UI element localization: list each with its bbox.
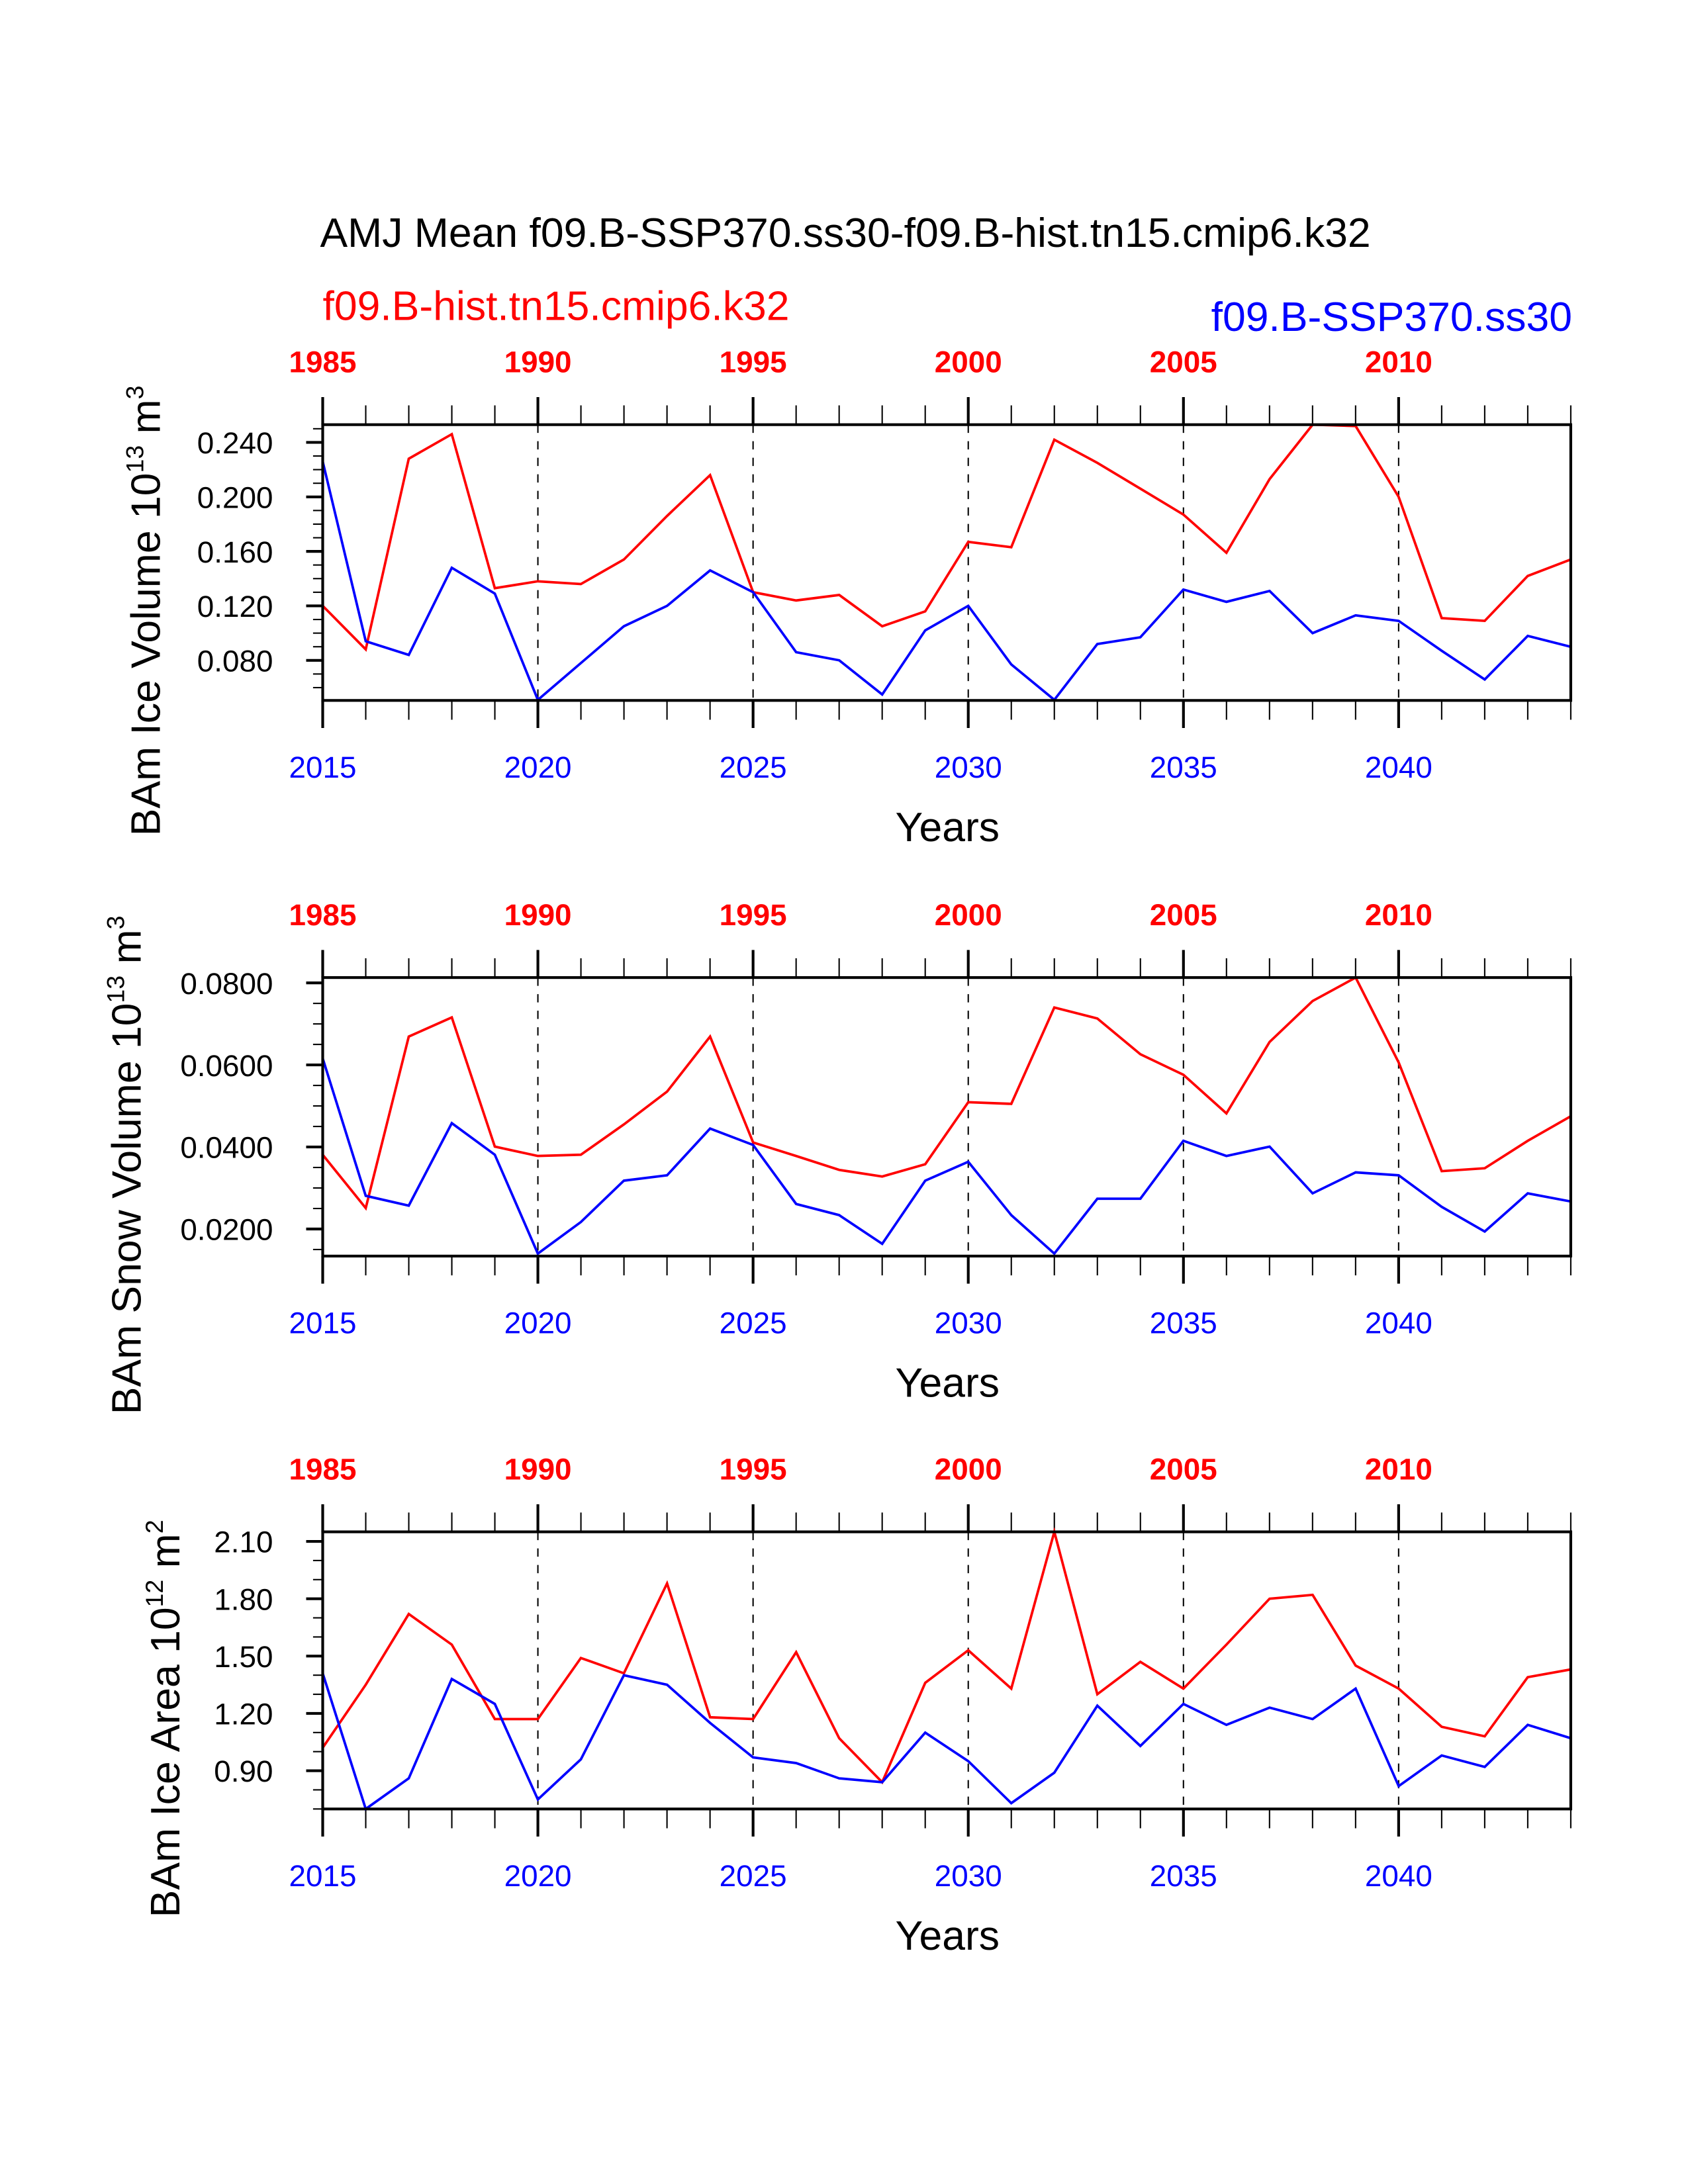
x-tick-label-bottom: 2020 bbox=[504, 1859, 572, 1893]
series-line-ssp bbox=[321, 1058, 1571, 1256]
x-tick-label-top: 1985 bbox=[289, 1452, 357, 1486]
x-tick-label-bottom: 2040 bbox=[1365, 1859, 1432, 1893]
x-tick-label-bottom: 2035 bbox=[1150, 1306, 1217, 1340]
y-label-unit: m bbox=[103, 929, 150, 975]
x-tick-label-bottom: 2035 bbox=[1150, 751, 1217, 784]
series-line-hist bbox=[322, 423, 1571, 653]
x-tick-label-top: 2010 bbox=[1365, 345, 1432, 379]
y-tick-label: 2.10 bbox=[214, 1525, 273, 1559]
y-label-unit-exponent: 2 bbox=[140, 1520, 168, 1533]
chart-title: AMJ Mean f09.B-SSP370.ss30-f09.B-hist.tn… bbox=[320, 210, 1370, 256]
y-tick-label: 0.080 bbox=[197, 644, 273, 678]
y-label-text: BAm Ice Area 10 bbox=[142, 1607, 189, 1917]
y-label-unit: m bbox=[142, 1533, 189, 1579]
y-tick-label: 1.50 bbox=[214, 1640, 273, 1674]
x-tick-label-bottom: 2025 bbox=[720, 1306, 787, 1340]
y-tick-label: 0.200 bbox=[197, 480, 273, 514]
x-axis-label: Years bbox=[896, 1359, 1000, 1406]
y-tick-label: 1.20 bbox=[214, 1698, 273, 1731]
x-tick-label-bottom: 2030 bbox=[935, 751, 1002, 784]
x-tick-label-top: 1990 bbox=[504, 345, 572, 379]
y-axis-label: BAm Ice Volume 1013 m3 bbox=[121, 386, 169, 837]
panel-2: 2015 1985 2020 1990 2025 1995 2030 2000 2035 2005… bbox=[102, 898, 1572, 1415]
x-tick-label-bottom: 2030 bbox=[935, 1859, 1002, 1893]
y-label-exponent: 13 bbox=[102, 976, 130, 1003]
panels: 2015 1985 2020 1990 2025 1995 2030 2000 2035 2005… bbox=[102, 345, 1572, 1959]
panel-1: 2015 1985 2020 1990 2025 1995 2030 2000 2035 2005… bbox=[121, 345, 1572, 850]
x-tick-label-bottom: 2035 bbox=[1150, 1859, 1217, 1893]
x-tick-label-top: 1990 bbox=[504, 1452, 572, 1486]
x-tick-label-bottom: 2025 bbox=[720, 1859, 787, 1893]
y-label-unit-exponent: 3 bbox=[102, 916, 130, 930]
x-tick-label-top: 2000 bbox=[935, 1452, 1002, 1486]
x-axis-label: Years bbox=[896, 1913, 1000, 1959]
x-tick-label-bottom: 2015 bbox=[289, 1859, 357, 1893]
x-tick-label-top: 2005 bbox=[1150, 345, 1217, 379]
x-tick-label-bottom: 2040 bbox=[1365, 1306, 1432, 1340]
y-label-text: BAm Snow Volume 10 bbox=[103, 1003, 150, 1415]
x-tick-label-top: 2010 bbox=[1365, 898, 1432, 932]
series-line-hist bbox=[321, 1527, 1571, 1785]
y-tick-label: 0.0600 bbox=[180, 1049, 273, 1083]
series-line-ssp bbox=[321, 1672, 1571, 1811]
plot-frame bbox=[321, 976, 1572, 1258]
x-tick-label-bottom: 2015 bbox=[289, 751, 357, 784]
panel-3: 2015 1985 2020 1990 2025 1995 2030 2000 2035 2005… bbox=[140, 1452, 1572, 1959]
series-line-ssp bbox=[321, 461, 1571, 702]
plot-frame bbox=[321, 1530, 1572, 1811]
y-tick-label: 0.160 bbox=[197, 535, 273, 569]
y-axis-label: BAm Ice Area 1012 m2 bbox=[140, 1520, 189, 1917]
x-tick-label-top: 2010 bbox=[1365, 1452, 1432, 1486]
x-tick-label-bottom: 2025 bbox=[720, 751, 787, 784]
legend-ssp: f09.B-SSP370.ss30 bbox=[1211, 294, 1572, 340]
y-label-exponent: 12 bbox=[140, 1580, 168, 1608]
x-tick-label-top: 1990 bbox=[504, 898, 572, 932]
x-tick-label-bottom: 2030 bbox=[935, 1306, 1002, 1340]
x-tick-label-top: 1995 bbox=[720, 898, 787, 932]
y-tick-label: 0.90 bbox=[214, 1754, 273, 1788]
y-tick-label: 0.0800 bbox=[180, 967, 273, 1001]
series-line-hist bbox=[322, 976, 1571, 1211]
x-tick-label-bottom: 2040 bbox=[1365, 751, 1432, 784]
y-label-exponent: 13 bbox=[121, 445, 149, 473]
x-tick-label-top: 2005 bbox=[1150, 898, 1217, 932]
x-tick-label-bottom: 2015 bbox=[289, 1306, 357, 1340]
x-tick-label-top: 2000 bbox=[935, 898, 1002, 932]
y-label-unit-exponent: 3 bbox=[121, 386, 149, 400]
y-label-unit: m bbox=[123, 399, 169, 445]
x-tick-label-top: 1995 bbox=[720, 345, 787, 379]
y-tick-label: 0.240 bbox=[197, 426, 273, 460]
x-tick-label-top: 1985 bbox=[289, 898, 357, 932]
legend-hist: f09.B-hist.tn15.cmip6.k32 bbox=[323, 283, 790, 329]
x-tick-label-top: 2000 bbox=[935, 345, 1002, 379]
y-label-text: BAm Ice Volume 10 bbox=[123, 473, 169, 837]
y-tick-label: 1.80 bbox=[214, 1582, 273, 1616]
y-tick-label: 0.120 bbox=[197, 590, 273, 623]
x-axis-label: Years bbox=[896, 804, 1000, 850]
x-tick-label-bottom: 2020 bbox=[504, 1306, 572, 1340]
y-axis-label: BAm Snow Volume 1013 m3 bbox=[102, 916, 150, 1415]
x-tick-label-top: 1985 bbox=[289, 345, 357, 379]
x-tick-label-top: 2005 bbox=[1150, 1452, 1217, 1486]
x-tick-label-bottom: 2020 bbox=[504, 751, 572, 784]
y-tick-label: 0.0200 bbox=[180, 1213, 273, 1247]
y-tick-label: 0.0400 bbox=[180, 1131, 273, 1165]
plot-frame bbox=[321, 423, 1572, 702]
x-tick-label-top: 1995 bbox=[720, 1452, 787, 1486]
